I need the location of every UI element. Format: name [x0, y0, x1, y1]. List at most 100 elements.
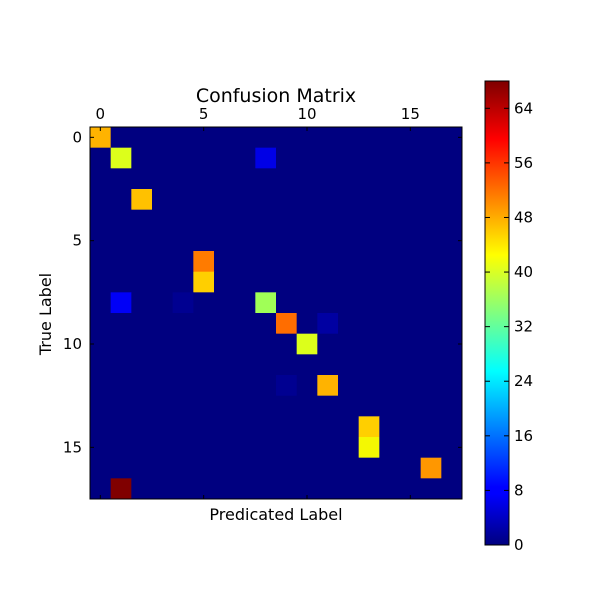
heatmap-cell	[90, 457, 112, 479]
heatmap-cell	[420, 416, 442, 438]
heatmap-cell	[276, 189, 298, 211]
heatmap-cell	[276, 354, 298, 376]
heatmap-cell	[255, 375, 277, 397]
heatmap-cell	[420, 333, 442, 355]
heatmap-cell	[276, 127, 298, 149]
heatmap-cell	[110, 375, 132, 397]
heatmap-cell	[110, 416, 132, 438]
heatmap-cell	[379, 189, 401, 211]
heatmap-cell	[379, 395, 401, 417]
heatmap-cell	[214, 395, 236, 417]
heatmap-cell	[172, 168, 194, 190]
heatmap-cell	[131, 127, 153, 149]
y-axis-label: True Label	[36, 273, 55, 356]
heatmap-cell	[379, 375, 401, 397]
chart-title: Confusion Matrix	[196, 85, 356, 107]
heatmap-cell	[255, 292, 277, 314]
heatmap-cell	[172, 416, 194, 438]
heatmap-cell	[110, 209, 132, 231]
heatmap-cell	[317, 478, 339, 500]
heatmap-cell	[358, 271, 380, 293]
heatmap-cell	[110, 189, 132, 211]
heatmap-cell	[193, 354, 215, 376]
heatmap-cell	[255, 478, 277, 500]
heatmap-cell	[214, 478, 236, 500]
x-tick-label: 0	[96, 105, 106, 123]
heatmap-cell	[234, 127, 256, 149]
heatmap-cell	[317, 292, 339, 314]
heatmap-cell	[379, 333, 401, 355]
heatmap-cell	[90, 395, 112, 417]
heatmap-cell	[234, 375, 256, 397]
heatmap-cell	[276, 292, 298, 314]
heatmap-cell	[358, 313, 380, 335]
heatmap-cell	[193, 375, 215, 397]
heatmap-cell	[420, 147, 442, 169]
heatmap-cell	[296, 189, 318, 211]
heatmap-cell	[379, 230, 401, 252]
heatmap-cell	[317, 416, 339, 438]
heatmap-cell	[400, 313, 422, 335]
heatmap-cell	[234, 416, 256, 438]
heatmap-cell	[276, 416, 298, 438]
x-tick-label: 5	[199, 105, 209, 123]
heatmap-cell	[358, 457, 380, 479]
heatmap-cell	[317, 457, 339, 479]
heatmap-cell	[379, 251, 401, 273]
heatmap-cell	[317, 395, 339, 417]
heatmap-cell	[131, 209, 153, 231]
heatmap-cell	[234, 147, 256, 169]
heatmap-cell	[234, 313, 256, 335]
heatmap-cell	[296, 292, 318, 314]
heatmap-cell	[296, 230, 318, 252]
colorbar-tick-label: 48	[514, 208, 533, 226]
heatmap-cell	[358, 375, 380, 397]
heatmap-cell	[214, 127, 236, 149]
heatmap-cell	[152, 313, 174, 335]
heatmap-cell	[441, 354, 463, 376]
heatmap-cell	[276, 251, 298, 273]
heatmap-cell	[441, 168, 463, 190]
x-tick-label: 15	[401, 105, 420, 123]
heatmap-cell	[317, 354, 339, 376]
y-tick-label: 5	[72, 232, 82, 250]
heatmap-cell	[420, 354, 442, 376]
heatmap-cell	[234, 209, 256, 231]
heatmap-cell	[193, 271, 215, 293]
heatmap-cell	[317, 437, 339, 459]
heatmap-cell	[110, 292, 132, 314]
heatmap-cell	[152, 271, 174, 293]
heatmap-cell	[193, 209, 215, 231]
heatmap-cell	[90, 230, 112, 252]
heatmap-cell	[276, 375, 298, 397]
heatmap-cell	[255, 333, 277, 355]
heatmap-cell	[131, 251, 153, 273]
heatmap-cell	[400, 168, 422, 190]
heatmap-cell	[317, 375, 339, 397]
heatmap-cell	[338, 457, 360, 479]
heatmap-cell	[276, 478, 298, 500]
heatmap-cell	[276, 168, 298, 190]
heatmap-cell	[400, 127, 422, 149]
heatmap-cell	[152, 230, 174, 252]
heatmap-cell	[379, 478, 401, 500]
y-tick-labels: 0 5 10 15	[63, 128, 82, 456]
heatmap-cell	[255, 230, 277, 252]
heatmap-cell	[358, 333, 380, 355]
heatmap-cell	[358, 478, 380, 500]
heatmap-cell	[296, 209, 318, 231]
heatmap-cell	[90, 313, 112, 335]
heatmap-cell	[358, 416, 380, 438]
heatmap-cell	[131, 271, 153, 293]
heatmap-cell	[441, 251, 463, 273]
heatmap-frame	[89, 126, 463, 500]
heatmap-cell	[441, 230, 463, 252]
colorbar-tick-label: 40	[514, 263, 533, 281]
heatmap-cell	[214, 168, 236, 190]
heatmap-cell	[90, 189, 112, 211]
heatmap-cell	[131, 457, 153, 479]
heatmap-cell	[420, 313, 442, 335]
heatmap-cell	[172, 478, 194, 500]
heatmap-cell	[379, 292, 401, 314]
heatmap-cell	[296, 251, 318, 273]
